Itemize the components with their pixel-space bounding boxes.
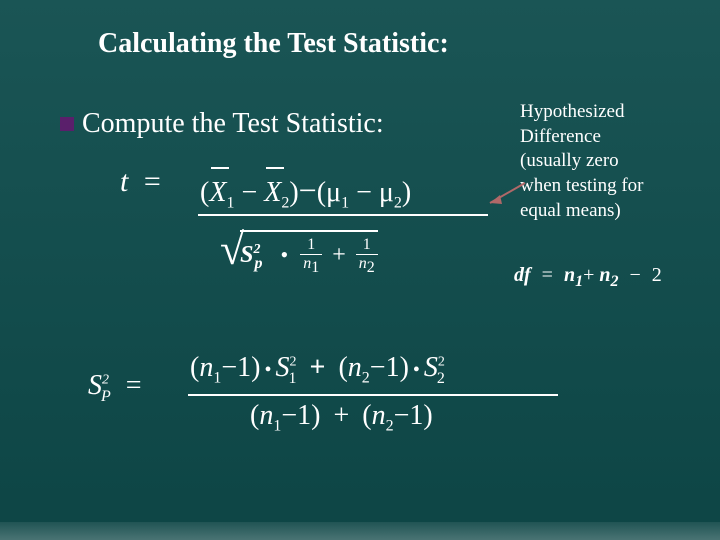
sp-P-lhs: P — [101, 388, 111, 405]
dot: • — [281, 242, 289, 267]
bullet-icon — [60, 117, 74, 131]
sp-rp1: ) — [251, 352, 260, 383]
rparen1: ) — [289, 177, 298, 208]
mu2: μ — [379, 177, 394, 208]
sp-n2sub: 2 — [362, 370, 370, 387]
slide-title: Calculating the Test Statistic: — [98, 28, 449, 60]
sp-plus: + — [309, 352, 325, 383]
spd-min2: − — [394, 400, 410, 431]
df-two: 2 — [652, 264, 662, 286]
spd-rp1: ) — [311, 400, 320, 431]
sp-eq: = — [126, 370, 142, 401]
sp-numerator: (n1−1)•S21 + (n2−1)•S22 — [190, 352, 445, 388]
arrow-icon — [480, 178, 530, 228]
n2d: n — [359, 255, 367, 272]
num2: 1 — [356, 236, 378, 255]
sp-S2: S — [424, 352, 438, 383]
anno-line2: Difference — [520, 125, 710, 150]
anno-line1: Hypothesized — [520, 100, 710, 125]
mu2-sub: 2 — [394, 195, 402, 212]
df-label: df — [514, 264, 531, 286]
x1: X — [209, 177, 226, 208]
heading-text: Compute the Test Statistic: — [82, 108, 384, 140]
sp-one1: 1 — [237, 352, 251, 383]
df-formula: df = n1+ n2 − 2 — [514, 264, 662, 291]
spd-n2sub: 2 — [386, 418, 394, 435]
n1d-sub: 1 — [311, 259, 319, 276]
sp-rp2: ) — [400, 352, 409, 383]
big-minus: − — [299, 172, 317, 208]
sp-fraction-line — [188, 394, 558, 396]
anno-line5: equal means) — [520, 199, 710, 224]
plus-denom: + — [332, 242, 346, 268]
num1: 1 — [300, 236, 322, 255]
t-symbol: t — [120, 165, 128, 198]
sp-one2: 1 — [386, 352, 400, 383]
spd-rp2: ) — [423, 400, 432, 431]
spd-one2: 1 — [409, 400, 423, 431]
sp-n2: n — [348, 352, 362, 383]
t-equals: = — [144, 165, 161, 198]
spd-lp2: ( — [362, 400, 371, 431]
t-fraction-line — [198, 214, 488, 216]
x1-sub: 1 — [226, 195, 234, 212]
sp-denominator: (n1−1) + (n2−1) — [250, 400, 433, 436]
t-denominator: √ S2p • 1 n1 + 1 n2 — [220, 224, 378, 277]
sp-min2: − — [370, 352, 386, 383]
mu1-sub: 1 — [341, 195, 349, 212]
mu1: μ — [326, 177, 341, 208]
sp-S2sub: 2 — [437, 370, 445, 387]
sp-S-lhs: S — [88, 370, 102, 401]
df-n1sub: 1 — [575, 273, 583, 290]
spd-plus: + — [333, 400, 349, 431]
t-numerator: (X1 − X2)−(μ1 − μ2) — [200, 172, 411, 213]
sp-lhs: S2P = — [88, 370, 150, 406]
frac-1-n1: 1 n1 — [300, 236, 322, 277]
df-n1: n — [564, 264, 575, 286]
sp-2-lhs: 2 — [102, 373, 109, 388]
xbar1-bar — [211, 167, 229, 169]
frac-1-n2: 1 n2 — [356, 236, 378, 277]
lparen: ( — [200, 177, 209, 208]
n2d-sub: 2 — [367, 259, 375, 276]
x2: X — [264, 177, 281, 208]
anno-line3: (usually zero — [520, 149, 710, 174]
sp-n1: n — [199, 352, 213, 383]
rparen2: ) — [402, 177, 411, 208]
lparen2: ( — [317, 177, 326, 208]
df-minus: − — [629, 264, 640, 286]
sp-dot1: • — [264, 359, 271, 381]
df-eq: = — [542, 264, 553, 286]
bottom-border — [0, 522, 720, 540]
spd-n1: n — [259, 400, 273, 431]
bullet-heading: Compute the Test Statistic: — [60, 108, 384, 140]
spd-one1: 1 — [297, 400, 311, 431]
spd-lp1: ( — [250, 400, 259, 431]
df-n2sub: 2 — [610, 273, 618, 290]
sp-S: S — [240, 242, 253, 268]
spd-min1: − — [281, 400, 297, 431]
xbar2-bar — [266, 167, 284, 169]
sp-dot2: • — [413, 359, 420, 381]
sp-lp2: ( — [338, 352, 347, 383]
spd-n2: n — [372, 400, 386, 431]
sp-min1: − — [221, 352, 237, 383]
minus2: − — [356, 177, 372, 208]
annotation-text: Hypothesized Difference (usually zero wh… — [520, 100, 710, 223]
sp-p: p — [255, 255, 263, 272]
sp-lp1: ( — [190, 352, 199, 383]
anno-line4: when testing for — [520, 174, 710, 199]
sp-S2sup: 2 — [438, 355, 445, 370]
t-lhs: t = — [120, 165, 169, 199]
sp-S1sub: 1 — [288, 370, 296, 387]
sp-S1sup: 2 — [289, 355, 296, 370]
df-plus: + — [583, 264, 594, 286]
minus1: − — [241, 177, 257, 208]
df-n2: n — [599, 264, 610, 286]
